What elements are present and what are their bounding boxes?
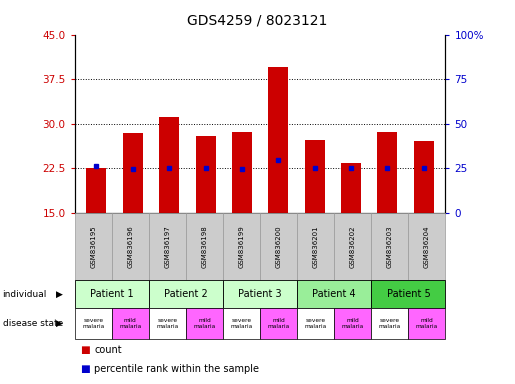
Text: ▶: ▶ — [56, 290, 62, 299]
Text: GSM836199: GSM836199 — [238, 225, 245, 268]
Text: ■: ■ — [80, 364, 90, 374]
Text: GSM836200: GSM836200 — [276, 225, 282, 268]
Bar — [232, 132, 252, 213]
Text: Patient 5: Patient 5 — [387, 289, 430, 299]
Text: ■: ■ — [80, 345, 90, 355]
Text: GSM836195: GSM836195 — [90, 225, 96, 268]
Bar — [159, 117, 179, 213]
Text: Patient 4: Patient 4 — [313, 289, 356, 299]
Text: disease state: disease state — [3, 319, 63, 328]
Text: severe
malaria: severe malaria — [379, 318, 401, 329]
Bar — [268, 67, 288, 213]
Text: severe
malaria: severe malaria — [82, 318, 105, 329]
Text: GSM836201: GSM836201 — [313, 225, 319, 268]
Text: GSM836196: GSM836196 — [127, 225, 133, 268]
Bar — [87, 169, 107, 213]
Text: mild
malaria: mild malaria — [119, 318, 142, 329]
Bar — [377, 132, 397, 213]
Bar — [414, 141, 434, 213]
Text: mild
malaria: mild malaria — [193, 318, 216, 329]
Text: individual: individual — [3, 290, 47, 299]
Text: GDS4259 / 8023121: GDS4259 / 8023121 — [187, 13, 328, 27]
Bar — [196, 136, 216, 213]
Text: mild
malaria: mild malaria — [341, 318, 364, 329]
Text: GSM836204: GSM836204 — [424, 225, 430, 268]
Bar — [304, 140, 324, 213]
Text: GSM836202: GSM836202 — [350, 225, 356, 268]
Bar — [341, 162, 361, 213]
Text: severe
malaria: severe malaria — [230, 318, 253, 329]
Text: severe
malaria: severe malaria — [156, 318, 179, 329]
Bar — [123, 133, 143, 213]
Text: count: count — [94, 345, 122, 355]
Text: GSM836198: GSM836198 — [201, 225, 208, 268]
Text: percentile rank within the sample: percentile rank within the sample — [94, 364, 259, 374]
Text: mild
malaria: mild malaria — [267, 318, 290, 329]
Text: mild
malaria: mild malaria — [416, 318, 438, 329]
Text: Patient 1: Patient 1 — [90, 289, 133, 299]
Text: Patient 2: Patient 2 — [164, 289, 208, 299]
Text: GSM836203: GSM836203 — [387, 225, 393, 268]
Text: Patient 3: Patient 3 — [238, 289, 282, 299]
Text: GSM836197: GSM836197 — [164, 225, 170, 268]
Text: severe
malaria: severe malaria — [304, 318, 327, 329]
Text: ▶: ▶ — [56, 319, 62, 328]
